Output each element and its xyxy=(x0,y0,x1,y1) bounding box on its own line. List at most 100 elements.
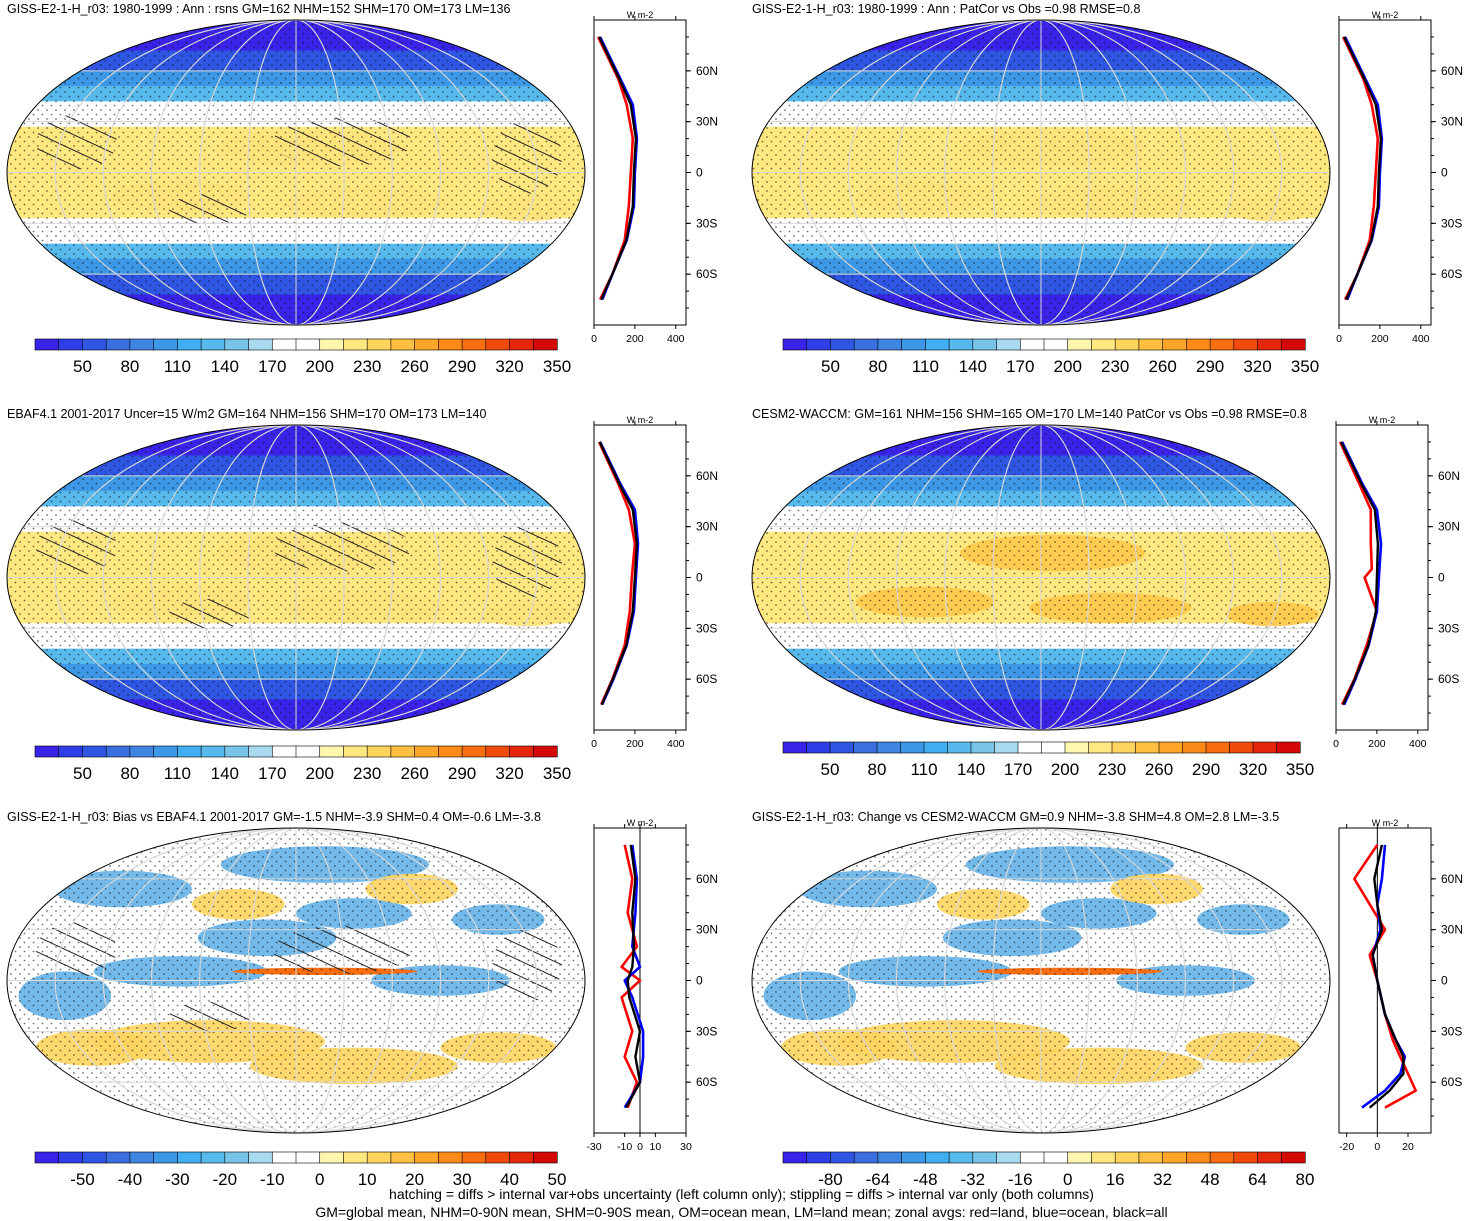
colorbar-swatch xyxy=(1233,338,1259,351)
y-tick-label: 30S xyxy=(696,621,717,635)
colorbar-label: 200 xyxy=(1051,760,1079,779)
colorbar-swatch xyxy=(129,1151,155,1164)
graticule-lon xyxy=(247,20,345,325)
colorbar-swatch xyxy=(58,338,84,351)
colorbar-swatch xyxy=(1276,741,1301,754)
y-tick-label: 30N xyxy=(696,115,718,129)
x-unit-label: W m-2 xyxy=(1372,10,1399,20)
colorbar-swatch xyxy=(105,745,131,758)
colorbar-label: -48 xyxy=(913,1170,938,1189)
colorbar-swatch xyxy=(200,338,226,351)
colorbar-swatch xyxy=(319,1151,345,1164)
colorbar-label: -50 xyxy=(70,1170,95,1189)
colorbar-swatch xyxy=(996,1151,1021,1164)
colorbar: -80 -64 -48 -32 -16 0 16 32 48 64 80 xyxy=(782,1151,1314,1189)
colorbar-swatch xyxy=(1280,338,1306,351)
y-tick-label: 60S xyxy=(1441,1075,1462,1089)
colorbar-label: 290 xyxy=(448,357,476,376)
graticule-lon xyxy=(102,828,490,1133)
graticule-lon xyxy=(944,425,1138,730)
colorbar-swatch xyxy=(877,1151,903,1164)
colorbar-swatch xyxy=(900,741,925,754)
colorbar-swatch xyxy=(830,1151,855,1164)
y-tick-label: 30N xyxy=(696,923,718,937)
colorbar-label: 50 xyxy=(821,357,840,376)
colorbar: 50 80 110 140 170 200 230 260 290 320 350 xyxy=(782,338,1319,376)
colorbar-swatch xyxy=(509,745,534,758)
hatching xyxy=(272,117,412,167)
zonal-series-black xyxy=(598,441,639,706)
colorbar-swatch xyxy=(1017,741,1043,754)
graticule-lon xyxy=(54,425,538,730)
y-tick-label: 30S xyxy=(1438,621,1459,635)
colorbar-swatch xyxy=(438,745,463,758)
colorbar-swatch xyxy=(153,745,178,758)
colorbar-swatch xyxy=(390,338,416,351)
colorbar-swatch xyxy=(853,338,879,351)
y-tick-label: 60N xyxy=(696,64,718,78)
colorbar-swatch xyxy=(129,338,155,351)
panel-6: GISS-E2-1-H_r03: Change vs CESM2-WACCM G… xyxy=(751,810,1463,1189)
zonal-series-black xyxy=(1340,441,1380,706)
hatching xyxy=(35,114,117,170)
y-tick-label: 30S xyxy=(696,216,717,230)
colorbar-swatch xyxy=(853,1151,879,1164)
colorbar-swatch xyxy=(532,1151,558,1164)
graticule-lon xyxy=(847,828,1235,1133)
graticule-lon xyxy=(150,828,442,1133)
colorbar-label: 80 xyxy=(120,357,139,376)
colorbar: 50 80 110 140 170 200 230 260 290 320 350 xyxy=(34,338,571,376)
colorbar-label: 350 xyxy=(543,764,571,783)
y-tick-label: 0 xyxy=(1441,974,1448,988)
colorbar-swatch xyxy=(1091,338,1116,351)
graticule-lon xyxy=(54,828,538,1133)
map xyxy=(7,425,585,730)
hatching xyxy=(492,525,562,599)
panel-title: GISS-E2-1-H_r03: 1980-1999 : Ann : PatCo… xyxy=(752,2,1140,16)
colorbar-swatch xyxy=(82,338,107,351)
zonal-frame xyxy=(1335,424,1429,731)
y-tick-label: 30N xyxy=(696,520,718,534)
colorbar-label: 170 xyxy=(1004,760,1032,779)
colorbar-swatch xyxy=(1138,338,1164,351)
colorbar-swatch xyxy=(461,745,487,758)
y-tick-label: 0 xyxy=(696,166,703,180)
colorbar-swatch xyxy=(1043,1151,1069,1164)
y-tick-label: 30S xyxy=(696,1024,717,1038)
colorbar-swatch xyxy=(1233,1151,1259,1164)
colorbar-swatch xyxy=(1162,1151,1187,1164)
colorbar-swatch xyxy=(996,338,1021,351)
graticule-lon xyxy=(944,20,1138,325)
footnote-means: GM=global mean, NHM=0-90N mean, SHM=0-90… xyxy=(315,1204,1168,1220)
zonal-plot: 60N 30N 0 30S 60S -20 0 20 W m-2 xyxy=(1338,818,1463,1153)
graticule-lon xyxy=(199,828,393,1133)
colorbar-label: 200 xyxy=(1054,357,1082,376)
zonal-series-black xyxy=(1343,36,1383,301)
colorbar-swatch xyxy=(1138,1151,1164,1164)
graticule-lon xyxy=(799,425,1283,730)
hatching xyxy=(35,519,117,575)
colorbar-swatch xyxy=(438,1151,463,1164)
y-tick-label: 30S xyxy=(1441,216,1462,230)
colorbar-label: 260 xyxy=(1148,357,1176,376)
x-unit-label: W m-2 xyxy=(1372,818,1399,828)
graticule-lon xyxy=(992,425,1090,730)
zonal-frame xyxy=(593,424,687,731)
colorbar-label: 50 xyxy=(73,357,92,376)
colorbar-swatch xyxy=(970,741,996,754)
colorbar-swatch xyxy=(1064,741,1090,754)
panel-3: EBAF4.1 2001-2017 Uncer=15 W/m2 GM=164 N… xyxy=(6,407,718,783)
colorbar-swatch xyxy=(901,1151,926,1164)
colorbar-swatch xyxy=(82,1151,107,1164)
colorbar-swatch xyxy=(200,1151,226,1164)
y-tick-label: 60S xyxy=(696,672,717,686)
colorbar-label: 50 xyxy=(548,1170,567,1189)
y-tick-label: 0 xyxy=(696,571,703,585)
colorbar-swatch xyxy=(1209,338,1235,351)
x-tick-label: 400 xyxy=(1412,333,1430,345)
colorbar-swatch xyxy=(177,1151,202,1164)
colorbar-swatch xyxy=(153,1151,178,1164)
colorbar-swatch xyxy=(948,338,974,351)
colorbar-label: 40 xyxy=(500,1170,519,1189)
colorbar-label: 230 xyxy=(1101,357,1129,376)
